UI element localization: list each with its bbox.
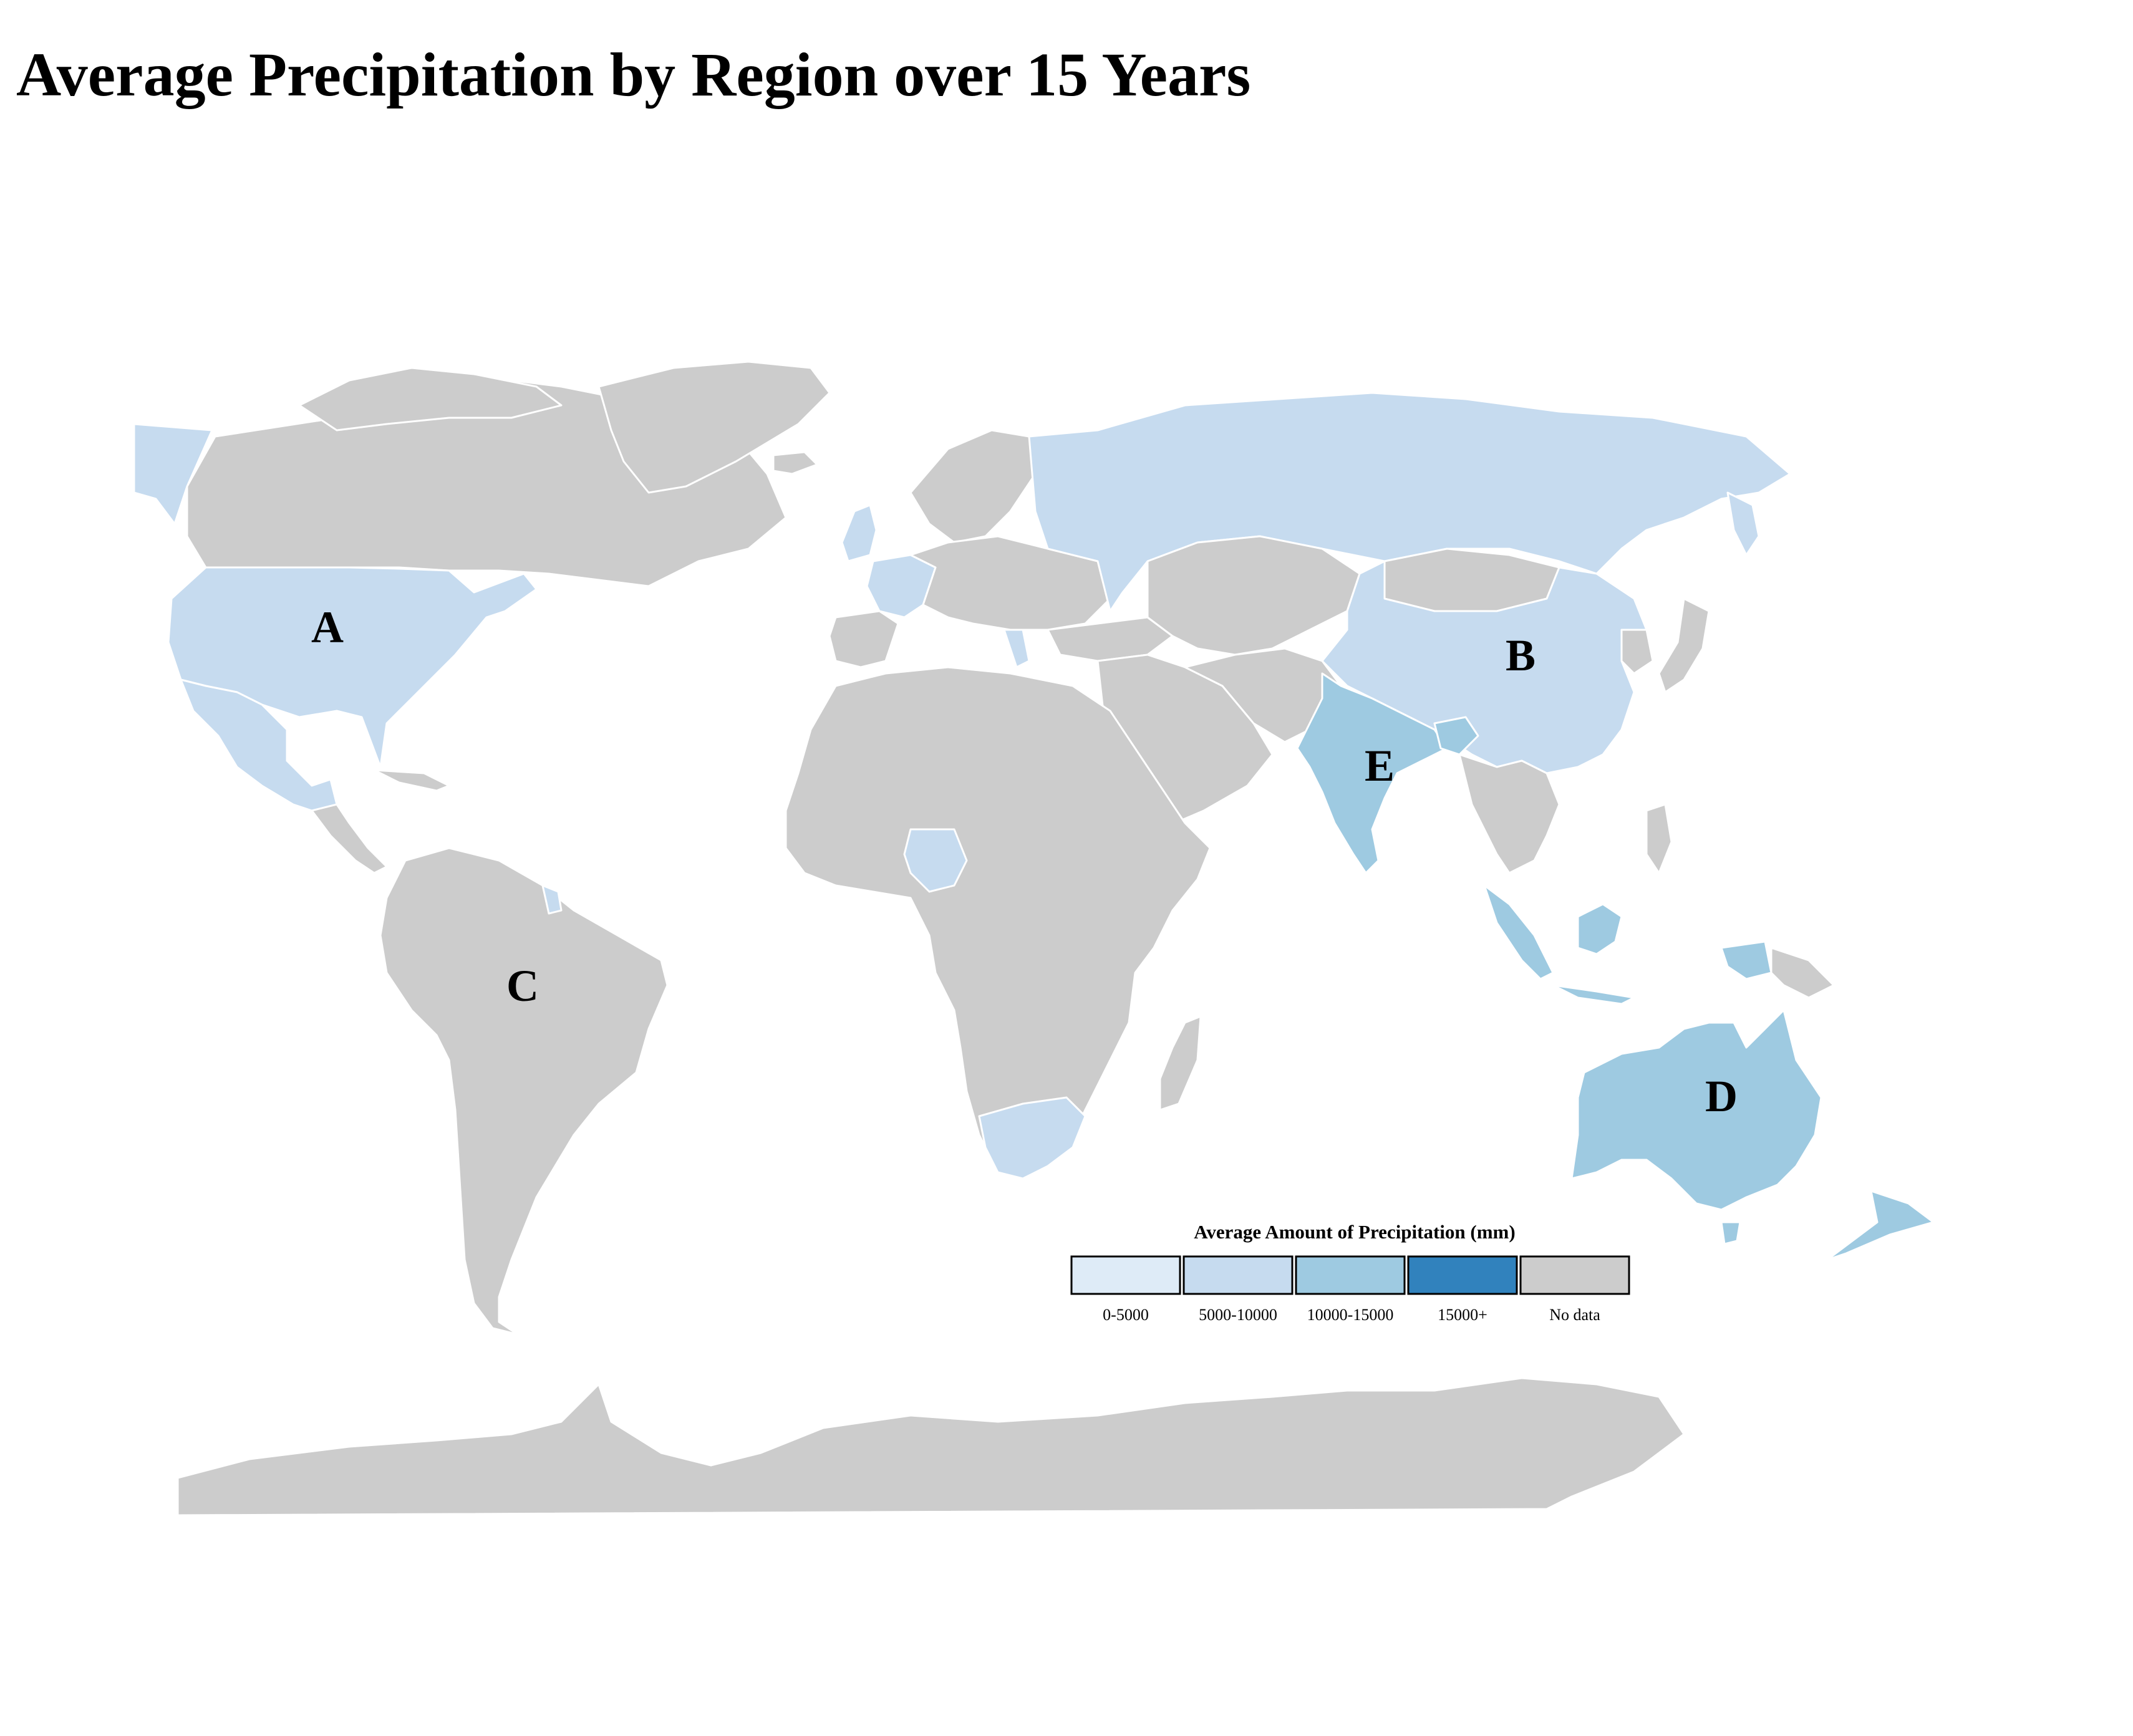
legend-label-0-5000: 0-5000 — [1103, 1306, 1149, 1324]
australia[interactable] — [1570, 1009, 1822, 1211]
french-guiana[interactable] — [541, 884, 563, 915]
nigeria[interactable] — [903, 828, 968, 893]
antarctica[interactable] — [177, 1377, 1685, 1517]
java[interactable] — [1552, 984, 1635, 1005]
tasmania[interactable] — [1720, 1221, 1741, 1245]
central-america[interactable] — [311, 803, 388, 874]
region-label-e: E — [1365, 741, 1395, 791]
alaska[interactable] — [133, 423, 213, 525]
central-asia[interactable] — [1146, 535, 1361, 656]
russia[interactable] — [1028, 392, 1791, 612]
uk[interactable] — [841, 504, 878, 562]
bangladesh[interactable] — [1433, 716, 1479, 756]
legend-label-no-data: No data — [1549, 1306, 1600, 1324]
france[interactable] — [866, 554, 937, 619]
china[interactable] — [1321, 560, 1648, 774]
greenland[interactable] — [597, 360, 831, 494]
region-label-b: B — [1506, 630, 1536, 680]
turkey[interactable] — [1047, 616, 1174, 662]
south-america[interactable] — [379, 847, 669, 1336]
iceland[interactable] — [772, 451, 818, 475]
kamchatka[interactable] — [1726, 491, 1760, 556]
cuba[interactable] — [373, 769, 450, 792]
new-zealand[interactable] — [1826, 1190, 1935, 1261]
madagascar[interactable] — [1159, 1015, 1202, 1111]
legend-swatch-10000-15000 — [1295, 1255, 1406, 1295]
legend-label-15000-plus: 15000+ — [1438, 1306, 1487, 1324]
iberia[interactable] — [828, 610, 899, 668]
legend-swatch-no-data — [1519, 1255, 1630, 1295]
borneo[interactable] — [1577, 903, 1623, 955]
greece[interactable] — [1003, 629, 1030, 668]
southeast-asia[interactable] — [1458, 753, 1560, 874]
page-title: Average Precipitation by Region over 15 … — [16, 40, 1251, 109]
legend-swatch-15000-plus — [1407, 1255, 1518, 1295]
legend-label-10000-15000: 10000-15000 — [1307, 1306, 1394, 1324]
region-label-d: D — [1705, 1071, 1738, 1121]
legend: Average Amount of Precipitation (mm) 0-5… — [1070, 1221, 1630, 1324]
japan[interactable] — [1658, 597, 1710, 693]
korea[interactable] — [1620, 629, 1654, 675]
philippines[interactable] — [1645, 803, 1673, 874]
region-label-c: C — [506, 961, 539, 1011]
new-guinea[interactable] — [1720, 940, 1773, 980]
india[interactable] — [1296, 672, 1448, 874]
legend-swatch-5000-10000 — [1183, 1255, 1294, 1295]
arctic-islands[interactable] — [298, 367, 563, 432]
sumatra[interactable] — [1483, 884, 1554, 980]
legend-label-5000-10000: 5000-10000 — [1199, 1306, 1277, 1324]
scandinavia[interactable] — [909, 429, 1037, 544]
legend-swatch-0-5000 — [1070, 1255, 1181, 1295]
legend-title: Average Amount of Precipitation (mm) — [1194, 1221, 1515, 1243]
png[interactable] — [1770, 947, 1835, 999]
region-label-a: A — [311, 602, 344, 652]
mexico[interactable] — [180, 678, 338, 812]
south-africa[interactable] — [978, 1096, 1086, 1180]
